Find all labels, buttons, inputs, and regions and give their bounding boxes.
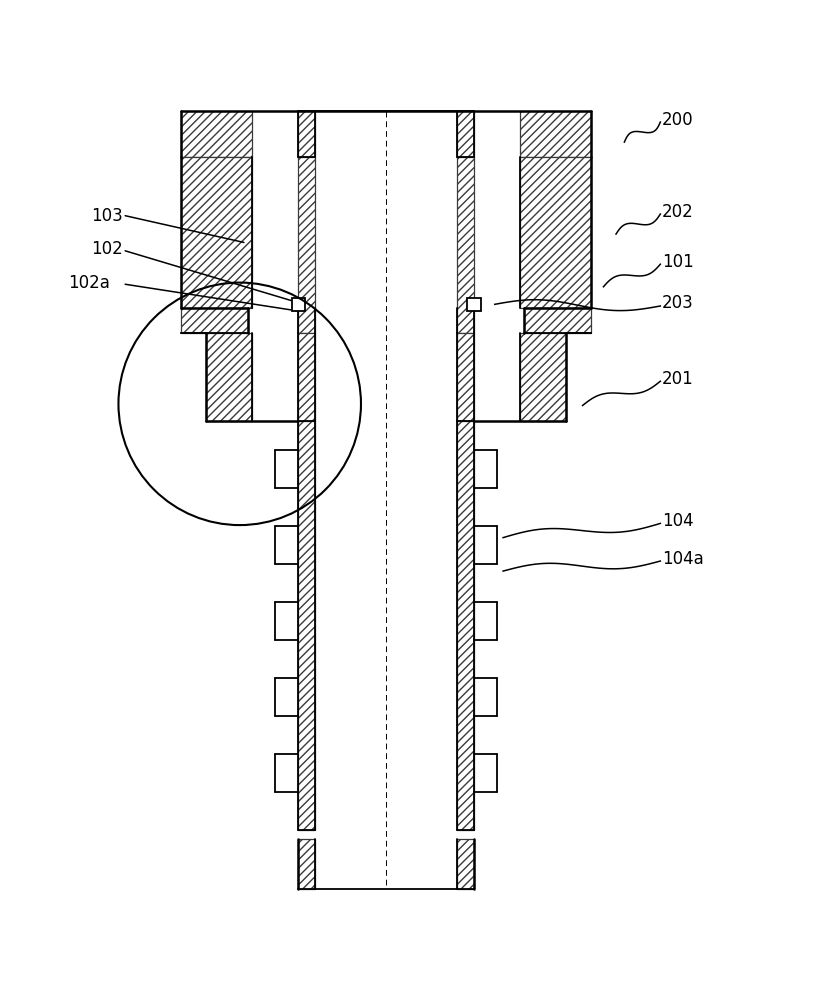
Bar [292,298,305,311]
Polygon shape [457,333,474,421]
Polygon shape [298,157,315,333]
Text: 202: 202 [662,203,694,221]
Polygon shape [298,333,315,421]
Text: 102a: 102a [68,274,110,292]
Polygon shape [457,839,474,889]
Polygon shape [298,839,315,889]
Text: 101: 101 [662,253,694,271]
Polygon shape [298,111,315,157]
Text: 201: 201 [662,370,694,388]
Polygon shape [524,308,591,333]
Polygon shape [520,157,591,308]
Polygon shape [181,111,253,157]
Polygon shape [206,333,253,421]
Bar [467,298,481,311]
Polygon shape [181,308,248,333]
Text: 200: 200 [662,111,694,129]
Text: 102: 102 [91,240,122,258]
Polygon shape [298,421,315,830]
Text: 103: 103 [91,207,122,225]
Text: 203: 203 [662,294,694,312]
Polygon shape [457,421,474,830]
Polygon shape [181,157,253,308]
Polygon shape [457,157,474,333]
Polygon shape [520,333,565,421]
Text: 104a: 104a [662,550,704,568]
Polygon shape [520,111,591,157]
Polygon shape [457,111,474,157]
Text: 104: 104 [662,512,694,530]
